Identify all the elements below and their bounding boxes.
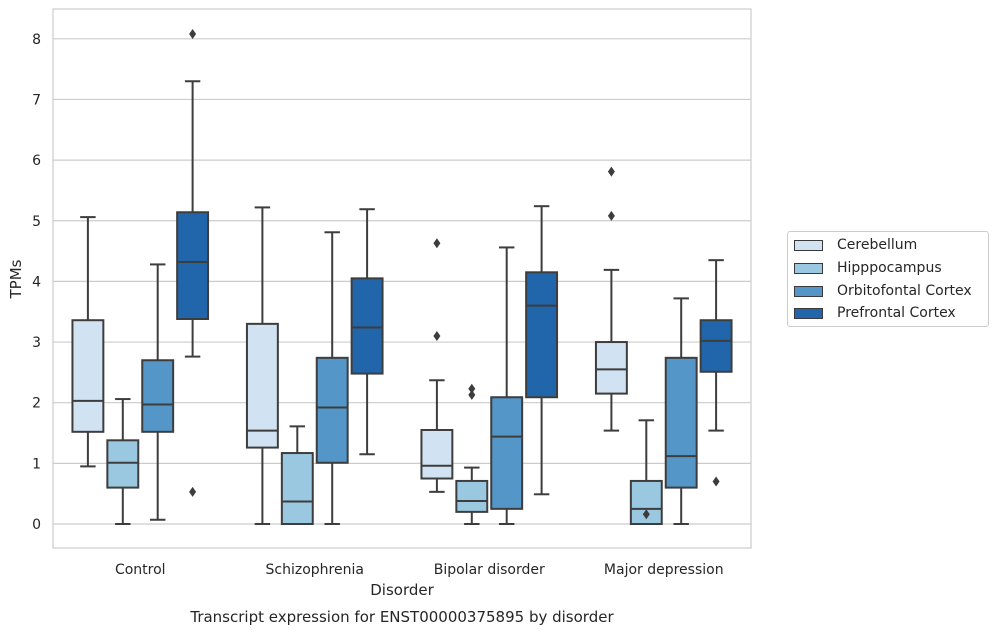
box-iqr [664, 356, 698, 489]
y-tick-label: 0 [32, 517, 41, 533]
x-tick-label-major-depression: Major depression [604, 562, 724, 578]
legend-swatch-hippocampus [794, 262, 823, 274]
box-iqr [71, 319, 105, 433]
box-iqr [455, 479, 489, 513]
legend-item-orbitofrontal: Orbitofontal Cortex [794, 282, 972, 300]
box-iqr [350, 277, 384, 375]
outlier-marker [433, 238, 441, 249]
legend-label-prefrontal: Prefrontal Cortex [837, 305, 956, 321]
y-tick-label: 7 [32, 92, 41, 108]
y-tick-label: 2 [32, 396, 41, 412]
legend-item-cerebellum: Cerebellum [794, 236, 917, 254]
box-iqr [315, 356, 349, 464]
outlier-marker [468, 389, 476, 400]
y-tick-label: 8 [32, 32, 41, 48]
box-iqr [594, 341, 628, 395]
outlier-marker [642, 509, 650, 520]
x-tick-label-control: Control [115, 562, 166, 578]
y-tick-label: 5 [32, 214, 41, 230]
y-tick-label: 3 [32, 335, 41, 351]
box-control-orbitofontal-cortex [141, 263, 175, 521]
outlier-marker [607, 210, 615, 221]
outlier-marker [433, 330, 441, 341]
legend: Cerebellum Hipppocampus Orbitofontal Cor… [787, 231, 989, 327]
legend-swatch-prefrontal [794, 307, 823, 319]
legend-label-orbitofrontal: Orbitofontal Cortex [837, 283, 972, 299]
box-bipolar-disorder-hipppocampus [455, 383, 489, 525]
box-iqr [106, 439, 140, 489]
box-iqr [490, 396, 524, 510]
box-iqr [420, 428, 454, 480]
box-iqr [629, 479, 663, 526]
outlier-marker [189, 486, 197, 497]
legend-label-cerebellum: Cerebellum [837, 237, 918, 253]
box-iqr [245, 322, 279, 449]
x-axis-label: Disorder [370, 581, 434, 599]
box-control-prefrontal-cortex [176, 28, 210, 497]
box-schizophrenia-prefrontal-cortex [350, 208, 384, 456]
y-tick-labels: 0 1 2 3 4 5 6 7 8 [32, 32, 41, 533]
y-tick-label: 4 [32, 274, 41, 290]
box-schizophrenia-orbitofontal-cortex [315, 231, 349, 525]
outlier-marker [468, 383, 476, 394]
box-bipolar-disorder-prefrontal-cortex [525, 205, 559, 496]
box-iqr [141, 359, 175, 433]
box-major-depression-hipppocampus [629, 419, 663, 526]
legend-item-hippocampus: Hipppocampus [794, 259, 942, 277]
x-tick-labels: Control Schizophrenia Bipolar disorder Majo… [115, 562, 724, 578]
legend-label-hippocampus: Hipppocampus [837, 260, 942, 276]
box-groups [71, 28, 733, 526]
plot-area-frame [52, 8, 752, 549]
legend-item-prefrontal: Prefrontal Cortex [794, 304, 956, 322]
box-major-depression-cerebellum [594, 166, 628, 432]
box-iqr [525, 271, 559, 399]
box-schizophrenia-hipppocampus [280, 425, 314, 525]
x-tick-label-schizophrenia: Schizophrenia [266, 562, 364, 578]
y-axis-label: TPMs [7, 259, 25, 299]
box-major-depression-prefrontal-cortex [699, 259, 733, 487]
outlier-marker [189, 28, 197, 39]
box-iqr [176, 211, 210, 321]
box-bipolar-disorder-orbitofontal-cortex [490, 246, 524, 525]
box-schizophrenia-cerebellum [245, 206, 279, 525]
legend-swatch-orbitofrontal [794, 285, 823, 297]
box-control-hipppocampus [106, 398, 140, 525]
outlier-marker [607, 166, 615, 177]
legend-swatch-cerebellum [794, 239, 823, 251]
box-iqr [699, 319, 733, 373]
outlier-marker [712, 476, 720, 487]
y-tick-label: 1 [32, 456, 41, 472]
box-control-cerebellum [71, 216, 105, 468]
box-iqr [280, 452, 314, 525]
y-tick-label: 6 [32, 153, 41, 169]
x-tick-label-bipolar-disorder: Bipolar disorder [434, 562, 545, 578]
box-bipolar-disorder-cerebellum [420, 238, 454, 493]
chart-title: Transcript expression for ENST0000037589… [189, 608, 614, 626]
box-major-depression-orbitofontal-cortex [664, 297, 698, 525]
